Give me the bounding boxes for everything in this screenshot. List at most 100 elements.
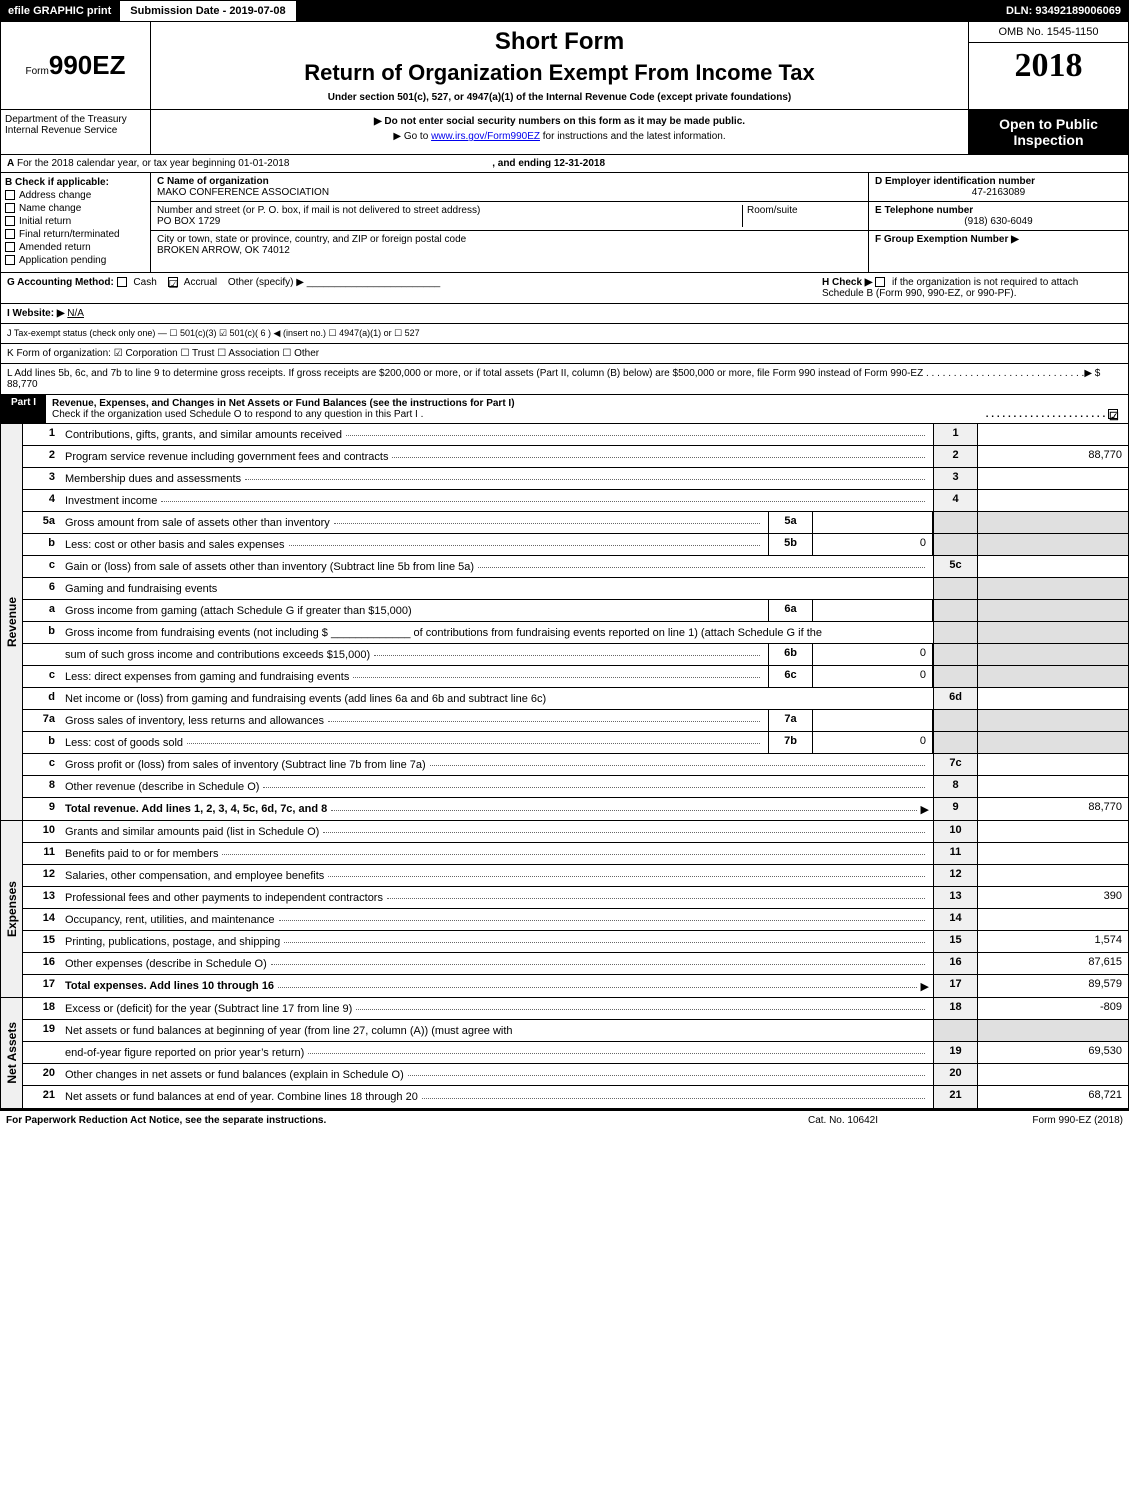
instructions-box: ▶ Do not enter social security numbers o… bbox=[151, 110, 968, 154]
phone-row: E Telephone number (918) 630-6049 bbox=[869, 202, 1128, 231]
website-value: N/A bbox=[67, 308, 84, 319]
row-6b-1: bGross income from fundraising events (n… bbox=[23, 622, 1128, 644]
line-a-text1: For the 2018 calendar year, or tax year … bbox=[17, 158, 289, 169]
arrow-icon: ▶ bbox=[921, 980, 929, 993]
return-title: Return of Organization Exempt From Incom… bbox=[157, 60, 962, 86]
irs-label: Internal Revenue Service bbox=[5, 125, 146, 136]
row-19b: end-of-year figure reported on prior yea… bbox=[23, 1042, 1128, 1064]
g-label: G Accounting Method: bbox=[7, 277, 114, 288]
chk-name-change[interactable]: Name change bbox=[5, 203, 146, 214]
room-label: Room/suite bbox=[747, 205, 862, 216]
chk-cash[interactable] bbox=[117, 277, 127, 287]
ein-label: D Employer identification number bbox=[875, 176, 1122, 187]
row-13: 13Professional fees and other payments t… bbox=[23, 887, 1128, 909]
line-a: A For the 2018 calendar year, or tax yea… bbox=[0, 155, 1129, 173]
revenue-side-label: Revenue bbox=[1, 424, 23, 820]
row-20: 20Other changes in net assets or fund ba… bbox=[23, 1064, 1128, 1086]
tax-year: 2018 bbox=[969, 43, 1128, 89]
expenses-section: Expenses 10Grants and similar amounts pa… bbox=[0, 820, 1129, 997]
form-prefix: Form bbox=[26, 66, 49, 77]
page-footer: For Paperwork Reduction Act Notice, see … bbox=[0, 1109, 1129, 1130]
chk-h[interactable] bbox=[875, 277, 885, 287]
part1-title: Revenue, Expenses, and Changes in Net As… bbox=[46, 395, 1128, 423]
line-h: H Check ▶ if the organization is not req… bbox=[822, 277, 1122, 299]
row-6d: dNet income or (loss) from gaming and fu… bbox=[23, 688, 1128, 710]
chk-address-change[interactable]: Address change bbox=[5, 190, 146, 201]
org-name-row: C Name of organization MAKO CONFERENCE A… bbox=[151, 173, 868, 202]
submission-date: Submission Date - 2019-07-08 bbox=[119, 0, 296, 22]
row-8: 8Other revenue (describe in Schedule O)8 bbox=[23, 776, 1128, 798]
under-section-text: Under section 501(c), 527, or 4947(a)(1)… bbox=[157, 92, 962, 103]
row-7c: cGross profit or (loss) from sales of in… bbox=[23, 754, 1128, 776]
box-b-title: B Check if applicable: bbox=[5, 177, 146, 188]
arrow-icon: ▶ bbox=[921, 803, 929, 816]
footer-paperwork: For Paperwork Reduction Act Notice, see … bbox=[6, 1115, 743, 1126]
line-a-prefix: A bbox=[7, 158, 14, 169]
row-6c: cLess: direct expenses from gaming and f… bbox=[23, 666, 1128, 688]
net-assets-side-label: Net Assets bbox=[1, 998, 23, 1108]
phone-value: (918) 630-6049 bbox=[875, 216, 1122, 227]
group-label: F Group Exemption Number ▶ bbox=[875, 234, 1122, 245]
line-gh: G Accounting Method: Cash Accrual Other … bbox=[0, 273, 1129, 304]
row-15: 15Printing, publications, postage, and s… bbox=[23, 931, 1128, 953]
goto-prefix: ▶ Go to bbox=[393, 131, 431, 142]
dln-label: DLN: 93492189006069 bbox=[998, 1, 1129, 21]
part1-header: Part I Revenue, Expenses, and Changes in… bbox=[0, 395, 1129, 424]
revenue-section: Revenue 1Contributions, gifts, grants, a… bbox=[0, 424, 1129, 820]
form-id-box: Form990EZ bbox=[1, 22, 151, 109]
row-17: 17Total expenses. Add lines 10 through 1… bbox=[23, 975, 1128, 997]
row-6a: aGross income from gaming (attach Schedu… bbox=[23, 600, 1128, 622]
group-exemption-row: F Group Exemption Number ▶ bbox=[869, 231, 1128, 248]
org-name-value: MAKO CONFERENCE ASSOCIATION bbox=[157, 187, 862, 198]
net-assets-section: Net Assets 18Excess or (deficit) for the… bbox=[0, 997, 1129, 1109]
footer-catalog: Cat. No. 10642I bbox=[743, 1115, 943, 1126]
row-21: 21Net assets or fund balances at end of … bbox=[23, 1086, 1128, 1108]
row-9: 9Total revenue. Add lines 1, 2, 3, 4, 5c… bbox=[23, 798, 1128, 820]
row-7a: 7aGross sales of inventory, less returns… bbox=[23, 710, 1128, 732]
expenses-side-label: Expenses bbox=[1, 821, 23, 997]
open-to-public-badge: Open to Public Inspection bbox=[968, 110, 1128, 154]
row-1: 1Contributions, gifts, grants, and simil… bbox=[23, 424, 1128, 446]
row-2: 2Program service revenue including gover… bbox=[23, 446, 1128, 468]
box-c: C Name of organization MAKO CONFERENCE A… bbox=[151, 173, 868, 272]
line-i: I Website: ▶ N/A bbox=[0, 304, 1129, 324]
org-name-label: C Name of organization bbox=[157, 176, 862, 187]
line-k: K Form of organization: ☑ Corporation ☐ … bbox=[0, 344, 1129, 364]
chk-schedule-o[interactable] bbox=[1108, 409, 1118, 419]
ein-row: D Employer identification number 47-2163… bbox=[869, 173, 1128, 202]
box-b: B Check if applicable: Address change Na… bbox=[1, 173, 151, 272]
line-a-text2: , and ending 12-31-2018 bbox=[492, 158, 605, 169]
part1-label: Part I bbox=[1, 395, 46, 423]
row-18: 18Excess or (deficit) for the year (Subt… bbox=[23, 998, 1128, 1020]
row-11: 11Benefits paid to or for members11 bbox=[23, 843, 1128, 865]
row-5a: 5aGross amount from sale of assets other… bbox=[23, 512, 1128, 534]
row-10: 10Grants and similar amounts paid (list … bbox=[23, 821, 1128, 843]
box-def: D Employer identification number 47-2163… bbox=[868, 173, 1128, 272]
row-14: 14Occupancy, rent, utilities, and mainte… bbox=[23, 909, 1128, 931]
chk-accrual[interactable] bbox=[168, 277, 178, 287]
goto-suffix: for instructions and the latest informat… bbox=[540, 131, 726, 142]
row-19a: 19Net assets or fund balances at beginni… bbox=[23, 1020, 1128, 1042]
chk-amended-return[interactable]: Amended return bbox=[5, 242, 146, 253]
chk-final-return[interactable]: Final return/terminated bbox=[5, 229, 146, 240]
org-city-row: City or town, state or province, country… bbox=[151, 231, 868, 259]
footer-form-id: Form 990-EZ (2018) bbox=[943, 1115, 1123, 1126]
line-g: G Accounting Method: Cash Accrual Other … bbox=[7, 277, 822, 299]
city-label: City or town, state or province, country… bbox=[157, 234, 466, 245]
irs-link[interactable]: www.irs.gov/Form990EZ bbox=[431, 131, 540, 142]
row-7b: bLess: cost of goods sold7b0 bbox=[23, 732, 1128, 754]
row-6b-2: sum of such gross income and contributio… bbox=[23, 644, 1128, 666]
org-address-row: Number and street (or P. O. box, if mail… bbox=[151, 202, 868, 231]
chk-application-pending[interactable]: Application pending bbox=[5, 255, 146, 266]
ssn-warning: ▶ Do not enter social security numbers o… bbox=[157, 116, 962, 127]
addr-value: PO BOX 1729 bbox=[157, 216, 742, 227]
row-5b: bLess: cost or other basis and sales exp… bbox=[23, 534, 1128, 556]
form-header-2: Department of the Treasury Internal Reve… bbox=[0, 110, 1129, 155]
addr-label: Number and street (or P. O. box, if mail… bbox=[157, 205, 742, 216]
efile-print-label: efile GRAPHIC print bbox=[0, 1, 119, 21]
form-header: Form990EZ Short Form Return of Organizat… bbox=[0, 22, 1129, 110]
form-title-box: Short Form Return of Organization Exempt… bbox=[151, 22, 968, 109]
goto-line: ▶ Go to www.irs.gov/Form990EZ for instru… bbox=[157, 131, 962, 142]
part1-sub: Check if the organization used Schedule … bbox=[52, 409, 423, 420]
chk-initial-return[interactable]: Initial return bbox=[5, 216, 146, 227]
